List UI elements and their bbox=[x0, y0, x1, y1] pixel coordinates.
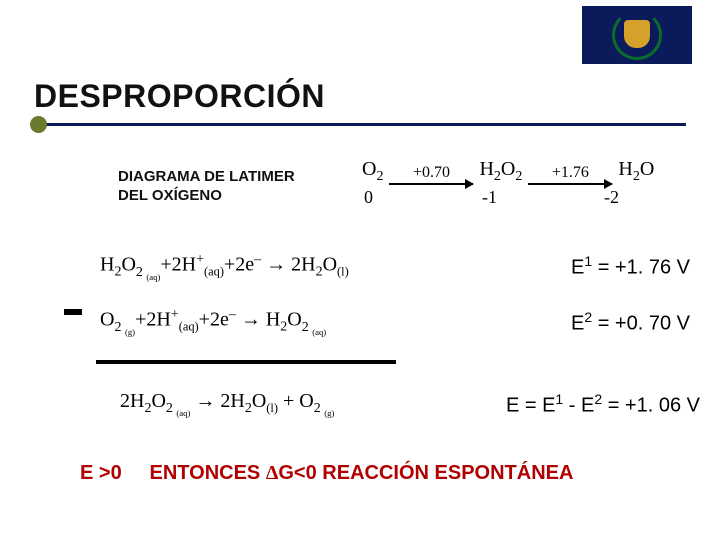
subtraction-line bbox=[96, 360, 396, 364]
ox-state-1: -1 bbox=[482, 187, 522, 208]
potential-2: +1.76 bbox=[552, 165, 589, 181]
e-sup: 1 bbox=[584, 253, 592, 269]
equation-2-row: O2 (g)+2H+(aq)+2e– → H2O2 (aq) E2 = +0. … bbox=[100, 307, 690, 336]
ox-state-2: -2 bbox=[604, 187, 619, 208]
conclusion-lhs: E >0 bbox=[80, 462, 122, 484]
equation-3-value: E = E1 - E2 = +1. 06 V bbox=[506, 391, 700, 418]
latimer-caption-line2: DEL OXÍGENO bbox=[118, 187, 295, 206]
institution-logo bbox=[582, 6, 692, 64]
e-label: E bbox=[571, 313, 584, 335]
latimer-caption-line1: DIAGRAMA DE LATIMER bbox=[118, 168, 295, 187]
equation-3-formula: 2H2O2 (aq) → 2H2O(l) + O2 (g) bbox=[120, 390, 334, 418]
species-h2o2: H2O2 bbox=[475, 158, 526, 185]
title-bullet-icon bbox=[30, 116, 47, 133]
species-o2: O2 bbox=[358, 158, 387, 185]
potential-1: +0.70 bbox=[413, 165, 450, 181]
equation-1-formula: H2O2 (aq)+2H+(aq)+2e– → 2H2O(l) bbox=[100, 252, 349, 281]
shield-icon bbox=[624, 20, 650, 48]
arrow-line-icon bbox=[528, 183, 612, 185]
ox-state-0: 0 bbox=[364, 187, 394, 208]
conclusion-line: E >0 ENTONCES ΔG<0 REACCIÓN ESPONTÁNEA bbox=[80, 462, 573, 485]
equation-2-formula: O2 (g)+2H+(aq)+2e– → H2O2 (aq) bbox=[100, 307, 326, 336]
title-underline bbox=[34, 123, 686, 126]
minus-icon bbox=[64, 309, 82, 315]
arrow-1: +0.70 bbox=[387, 165, 475, 185]
e-rhs: = +1. 76 V bbox=[592, 257, 690, 279]
slide-title-bar: DESPROPORCIÓN bbox=[34, 78, 686, 126]
latimer-caption: DIAGRAMA DE LATIMER DEL OXÍGENO bbox=[118, 168, 295, 206]
equation-1-row: H2O2 (aq)+2H+(aq)+2e– → 2H2O(l) E1 = +1.… bbox=[100, 252, 690, 281]
slide-title: DESPROPORCIÓN bbox=[34, 78, 686, 115]
arrow-line-icon bbox=[389, 183, 473, 185]
latimer-diagram: O2 +0.70 H2O2 +1.76 H2O 0 -1 -2 bbox=[358, 158, 658, 208]
equation-2-value: E2 = +0. 70 V bbox=[571, 309, 690, 336]
e-sup: 2 bbox=[584, 309, 592, 325]
equation-1-value: E1 = +1. 76 V bbox=[571, 253, 690, 280]
conclusion-rhs: ENTONCES ΔG<0 REACCIÓN ESPONTÁNEA bbox=[150, 462, 574, 484]
arrow-2: +1.76 bbox=[526, 165, 614, 185]
species-h2o: H2O bbox=[614, 158, 658, 185]
equations-block: H2O2 (aq)+2H+(aq)+2e– → 2H2O(l) E1 = +1.… bbox=[100, 252, 690, 363]
equation-3-row: 2H2O2 (aq) → 2H2O(l) + O2 (g) E = E1 - E… bbox=[120, 390, 700, 418]
e-label: E bbox=[571, 257, 584, 279]
e-rhs: = +0. 70 V bbox=[592, 313, 690, 335]
